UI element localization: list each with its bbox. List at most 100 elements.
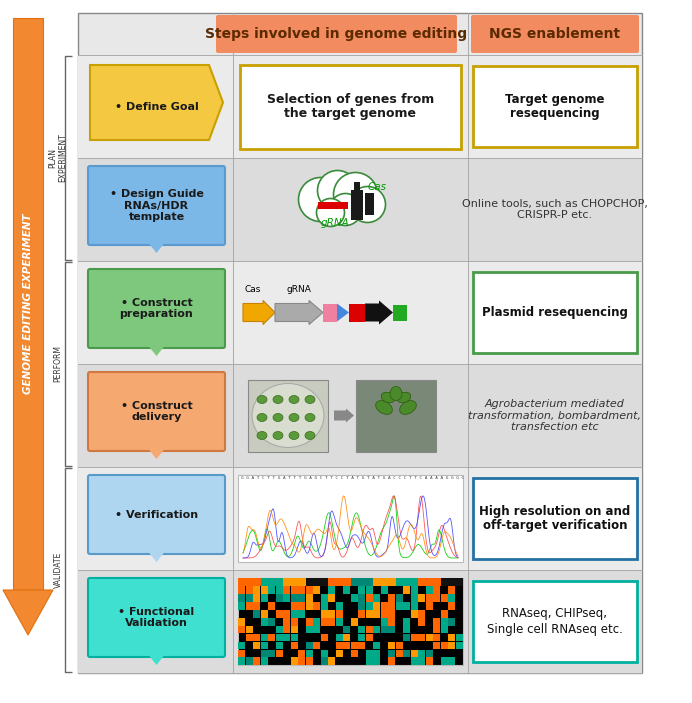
Ellipse shape — [390, 387, 402, 401]
FancyBboxPatch shape — [473, 478, 637, 559]
Bar — [426, 586, 432, 594]
Bar — [313, 626, 320, 633]
Bar — [298, 586, 305, 594]
Bar — [418, 578, 441, 586]
Bar — [238, 594, 245, 602]
Bar — [388, 610, 395, 618]
Bar — [305, 657, 313, 665]
Bar — [388, 626, 395, 633]
Bar — [246, 586, 253, 594]
Bar — [260, 650, 268, 657]
Bar — [388, 642, 395, 649]
Bar — [320, 602, 328, 610]
Circle shape — [329, 193, 361, 226]
Bar — [358, 642, 365, 649]
Text: • Functional
Validation: • Functional Validation — [118, 607, 194, 628]
Bar — [356, 380, 436, 451]
Bar — [291, 602, 298, 610]
Bar — [275, 633, 283, 641]
Ellipse shape — [305, 413, 315, 422]
Bar — [298, 602, 305, 610]
Bar — [433, 618, 440, 626]
Polygon shape — [3, 590, 53, 635]
FancyArrow shape — [243, 300, 275, 325]
Bar — [433, 642, 440, 649]
Bar — [298, 650, 305, 657]
Bar — [349, 304, 365, 321]
Ellipse shape — [257, 432, 267, 439]
Ellipse shape — [289, 413, 299, 422]
Bar — [328, 586, 335, 594]
FancyBboxPatch shape — [473, 581, 637, 662]
Bar — [410, 594, 418, 602]
Bar — [320, 650, 328, 657]
Bar — [381, 626, 388, 633]
Bar — [320, 610, 328, 618]
Bar — [358, 633, 365, 641]
Bar — [328, 610, 335, 618]
Bar — [388, 650, 395, 657]
Bar — [260, 633, 268, 641]
Bar — [455, 633, 463, 641]
Bar — [328, 618, 335, 626]
Bar — [305, 642, 313, 649]
Bar — [403, 633, 410, 641]
Bar — [365, 610, 373, 618]
Polygon shape — [337, 304, 349, 321]
Polygon shape — [149, 346, 165, 356]
Bar — [393, 304, 407, 321]
Bar — [253, 642, 260, 649]
FancyBboxPatch shape — [473, 66, 637, 147]
Bar — [246, 633, 253, 641]
Bar — [253, 594, 260, 602]
Bar — [320, 618, 328, 626]
Ellipse shape — [376, 401, 392, 414]
Bar — [403, 618, 410, 626]
Ellipse shape — [397, 392, 411, 403]
Bar — [433, 594, 440, 602]
Bar — [336, 618, 343, 626]
Bar — [365, 594, 373, 602]
Text: High resolution on and
off-target verification: High resolution on and off-target verifi… — [480, 505, 630, 532]
Bar — [305, 650, 313, 657]
Text: Steps involved in genome editing: Steps involved in genome editing — [206, 27, 468, 41]
Bar — [238, 578, 260, 586]
Text: PERFORM: PERFORM — [53, 345, 62, 382]
Bar — [396, 578, 418, 586]
Bar — [298, 657, 305, 665]
Text: RNAseq, CHIPseq,
Single cell RNAseq etc.: RNAseq, CHIPseq, Single cell RNAseq etc. — [487, 607, 623, 636]
Bar — [313, 642, 320, 649]
Bar — [313, 586, 320, 594]
Bar — [358, 626, 365, 633]
Bar — [381, 618, 388, 626]
Bar — [283, 633, 290, 641]
Polygon shape — [149, 243, 165, 253]
Bar — [373, 578, 396, 586]
Bar — [291, 657, 298, 665]
Bar — [238, 578, 463, 665]
Bar — [305, 618, 313, 626]
Bar — [441, 578, 463, 586]
Bar — [275, 642, 283, 649]
FancyBboxPatch shape — [88, 166, 225, 245]
Text: • Construct
delivery: • Construct delivery — [120, 401, 192, 423]
Ellipse shape — [400, 401, 417, 414]
Bar — [260, 642, 268, 649]
Bar — [358, 594, 365, 602]
Bar — [291, 618, 298, 626]
Bar — [323, 304, 337, 321]
Bar — [78, 13, 642, 673]
Bar — [320, 657, 328, 665]
Ellipse shape — [257, 396, 267, 404]
Bar — [388, 594, 395, 602]
Bar — [381, 602, 388, 610]
Ellipse shape — [252, 384, 324, 448]
Ellipse shape — [381, 392, 395, 403]
FancyBboxPatch shape — [88, 372, 225, 451]
Bar — [365, 633, 373, 641]
Bar — [260, 594, 268, 602]
Bar — [248, 380, 328, 451]
Bar — [410, 610, 418, 618]
Bar — [351, 594, 358, 602]
Circle shape — [318, 171, 358, 210]
